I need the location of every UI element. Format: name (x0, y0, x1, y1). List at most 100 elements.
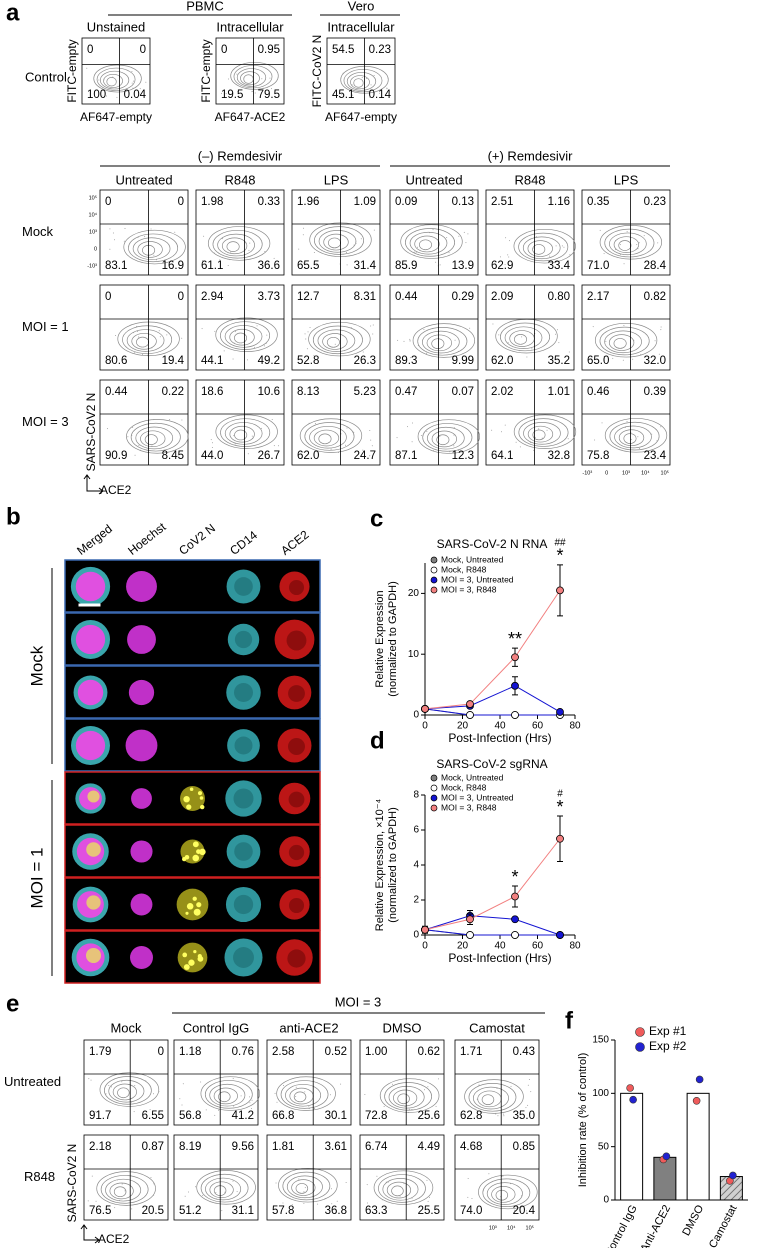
event-dot (306, 348, 308, 350)
event-dot (116, 96, 118, 98)
event-dot (503, 1115, 505, 1117)
event-dot (527, 1104, 529, 1106)
event-dot (240, 1095, 242, 1097)
quadrant-value: 23.4 (644, 450, 667, 462)
event-dot (383, 1106, 385, 1108)
quadrant-value: 57.8 (272, 1205, 294, 1217)
contour (233, 65, 273, 89)
event-dot (509, 240, 511, 242)
cell-image (288, 579, 305, 596)
annotation: ** (508, 629, 522, 649)
quadrant-value: 9.56 (232, 1141, 254, 1153)
event-dot (131, 1208, 133, 1210)
cell-image (234, 736, 253, 755)
event-dot (158, 260, 160, 262)
contour (618, 429, 645, 447)
event-dot (131, 70, 133, 72)
event-dot (453, 445, 455, 447)
legend-label: Exp #1 (649, 1024, 687, 1038)
quadrant-value: 91.7 (89, 1110, 111, 1122)
event-dot (507, 342, 509, 344)
event-dot (521, 1195, 523, 1197)
event-dot (215, 1198, 217, 1200)
y-tick-label: 100 (592, 1088, 609, 1099)
event-dot (370, 325, 372, 327)
event-dot (351, 84, 353, 86)
cell-image (288, 791, 305, 808)
image-row (64, 665, 321, 719)
event-dot (495, 454, 497, 456)
event-dot (520, 1210, 522, 1212)
x-tick-label: 10⁴ (641, 469, 650, 476)
quadrant-value: 25.6 (418, 1110, 440, 1122)
event-dot (121, 1183, 123, 1185)
contour (522, 236, 561, 260)
event-dot (215, 1192, 217, 1194)
quadrant-value: 19.5 (221, 89, 243, 101)
arrow-head (83, 474, 91, 480)
event-dot (386, 87, 388, 89)
event-dot (554, 333, 556, 335)
quadrant-value: 72.8 (365, 1110, 387, 1122)
contour (109, 1182, 134, 1200)
contour (96, 67, 136, 91)
event-dot (403, 1183, 405, 1185)
event-dot (137, 236, 139, 238)
event-dot (372, 333, 374, 335)
quadrant-value: 0.47 (395, 386, 417, 398)
x-tick-label: 10³ (489, 1225, 497, 1231)
plot-frame (83, 1134, 169, 1221)
event-dot (317, 1203, 319, 1205)
contour (229, 328, 255, 346)
event-dot (638, 242, 640, 244)
event-dot (291, 1204, 293, 1206)
event-dot (274, 1092, 276, 1094)
contour (379, 1078, 440, 1113)
cell-image (233, 788, 254, 809)
cell-image (75, 624, 106, 655)
data-point (466, 915, 474, 924)
contour (523, 422, 561, 445)
event-dot (504, 264, 506, 266)
axis-label: ACE2 (98, 1232, 130, 1246)
event-dot (216, 1174, 218, 1176)
event-dot (603, 253, 605, 255)
event-dot (426, 1179, 428, 1181)
data-point (662, 1152, 671, 1161)
series-line (424, 708, 560, 716)
event-dot (106, 95, 108, 97)
event-dot (133, 332, 135, 334)
quadrant-value: 44.1 (201, 355, 223, 367)
event-dot (541, 437, 543, 439)
quadrant-value: 85.9 (395, 260, 417, 272)
event-dot (362, 449, 364, 451)
event-dot (203, 235, 205, 237)
column-title: Camostat (469, 1020, 525, 1035)
event-dot (350, 327, 352, 329)
y-tick-label: 0 (413, 710, 419, 721)
contour (314, 226, 364, 255)
contour (599, 326, 650, 356)
event-dot (427, 1086, 429, 1088)
x-tick-label: 0 (422, 941, 428, 952)
contour (230, 61, 279, 90)
event-dot (411, 441, 413, 443)
event-dot (526, 356, 528, 358)
event-dot (146, 354, 148, 356)
event-dot (467, 1196, 469, 1198)
y-tick-label: 10⁴ (89, 211, 98, 218)
quadrant-value: 12.7 (297, 291, 319, 303)
quadrant-value: 76.5 (89, 1205, 111, 1217)
event-dot (303, 1202, 305, 1204)
event-dot (105, 1093, 107, 1095)
event-dot (369, 96, 371, 98)
event-dot (407, 1109, 409, 1111)
annotation: * (511, 867, 518, 887)
quadrant-value: 36.8 (325, 1205, 347, 1217)
event-dot (91, 1175, 93, 1177)
contour (417, 419, 480, 454)
event-dot (308, 1108, 310, 1110)
quadrant-value: 0.95 (258, 44, 280, 56)
contour (285, 1083, 322, 1107)
contour (205, 1177, 242, 1201)
